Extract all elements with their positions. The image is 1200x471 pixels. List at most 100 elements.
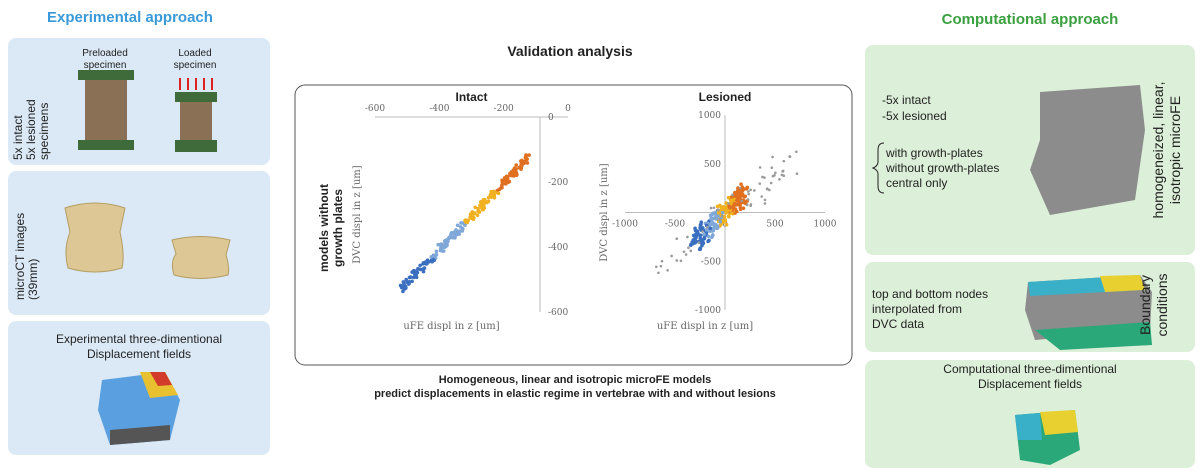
x-tick-label: -400 [429, 104, 449, 114]
y-axis-label: DVC displ in z [um] [352, 165, 363, 263]
label: Preloaded [82, 48, 128, 59]
decor-point [702, 233, 706, 237]
decor-point [419, 268, 423, 272]
decor-point [709, 217, 713, 221]
field-image [98, 372, 180, 445]
decor-point [470, 210, 474, 214]
decor-point [691, 242, 695, 246]
decor-point [710, 207, 713, 210]
decor-point [685, 253, 688, 256]
decor-point [746, 204, 749, 207]
title: Validation analysis [507, 43, 632, 59]
decor-point [714, 212, 718, 216]
decor-point [445, 238, 449, 242]
label: DVC data [872, 317, 924, 331]
decor-point [721, 211, 725, 215]
decor-point [796, 172, 799, 175]
label: without growth-plates [885, 161, 999, 175]
label: -5x intact [882, 93, 931, 107]
y-tick-label: 500 [704, 160, 721, 170]
label: interpolated from [872, 302, 962, 316]
label: specimen [84, 60, 127, 71]
decor-point [432, 258, 436, 262]
decor-point [525, 157, 529, 161]
x-tick-label: -500 [665, 220, 685, 230]
decor-point [770, 182, 773, 185]
decor-point [489, 193, 493, 197]
decor-point [742, 206, 746, 210]
decor-point [727, 196, 731, 200]
decor-point [750, 203, 753, 206]
label: Displacement fields [87, 347, 191, 361]
page: {"experimental": {"title": "Experimental… [0, 0, 1200, 471]
decor-point [693, 235, 697, 239]
panel [8, 171, 270, 315]
rotated-label: models without growth plates [317, 184, 345, 272]
decor-point [707, 235, 711, 239]
decor-point [709, 227, 713, 231]
decor-point [705, 228, 709, 232]
decor-point [727, 214, 731, 218]
y-tick-label: 1000 [698, 111, 721, 121]
decor-point [747, 198, 750, 201]
decor-point [727, 202, 730, 205]
decor-point [723, 218, 727, 222]
decor-point [719, 218, 722, 221]
decor-point [526, 161, 530, 165]
decor-point [781, 170, 784, 173]
y-tick-label: -600 [548, 308, 568, 318]
label: Boundary [1137, 275, 1153, 335]
decor-point [508, 174, 512, 178]
decor-point [449, 232, 453, 236]
label: 5x intact [11, 115, 25, 160]
decor-point [789, 155, 792, 158]
decor-point [763, 176, 766, 179]
decor-point [452, 236, 456, 240]
decor-point [687, 246, 690, 249]
decor-point [732, 205, 736, 209]
decor-point [736, 199, 740, 203]
decor-point [657, 271, 660, 274]
decor-point [661, 260, 664, 263]
decor-point [706, 226, 709, 229]
decor-point [481, 208, 485, 212]
x-tick-label: -200 [494, 104, 514, 114]
x-tick-label: 500 [766, 220, 783, 230]
rotated-label: Boundary conditions [1137, 273, 1170, 336]
decor-point [520, 164, 524, 168]
decor-point [456, 224, 460, 228]
decor-point [472, 217, 476, 221]
decor-point [514, 167, 518, 171]
decor-point [771, 166, 774, 169]
decor-point [524, 153, 528, 157]
decor-point [747, 193, 750, 196]
label: 5x lesioned [24, 99, 38, 160]
vertebra-image [65, 203, 125, 272]
decor-point [698, 246, 702, 250]
decor-point [497, 191, 501, 195]
decor-point [741, 192, 745, 196]
conclusion: predict displacements in elastic regime … [374, 388, 776, 400]
decor-point [464, 220, 468, 224]
decor-point [772, 175, 775, 178]
decor-point [486, 200, 490, 204]
decor-point [407, 282, 411, 286]
x-tick-label: 0 [565, 104, 571, 114]
x-axis-label: uFE displ in z [um] [657, 321, 753, 332]
decor-point [461, 221, 465, 225]
label: homogeneized, linear, [1150, 82, 1166, 219]
decor-point [746, 186, 750, 190]
label: isotropic microFE [1167, 96, 1183, 204]
label: Loaded [178, 48, 211, 59]
y-tick-label: -200 [548, 178, 568, 188]
decor-point [701, 230, 704, 233]
decor-point [711, 221, 715, 225]
decor-point [717, 209, 720, 212]
decor-point [725, 223, 729, 227]
decor-point [453, 232, 457, 236]
y-tick-label: -1000 [695, 306, 721, 316]
decor-point [504, 179, 508, 183]
decor-point [774, 172, 777, 175]
decor-point [747, 190, 750, 193]
x-axis-label: uFE displ in z [um] [403, 321, 499, 332]
